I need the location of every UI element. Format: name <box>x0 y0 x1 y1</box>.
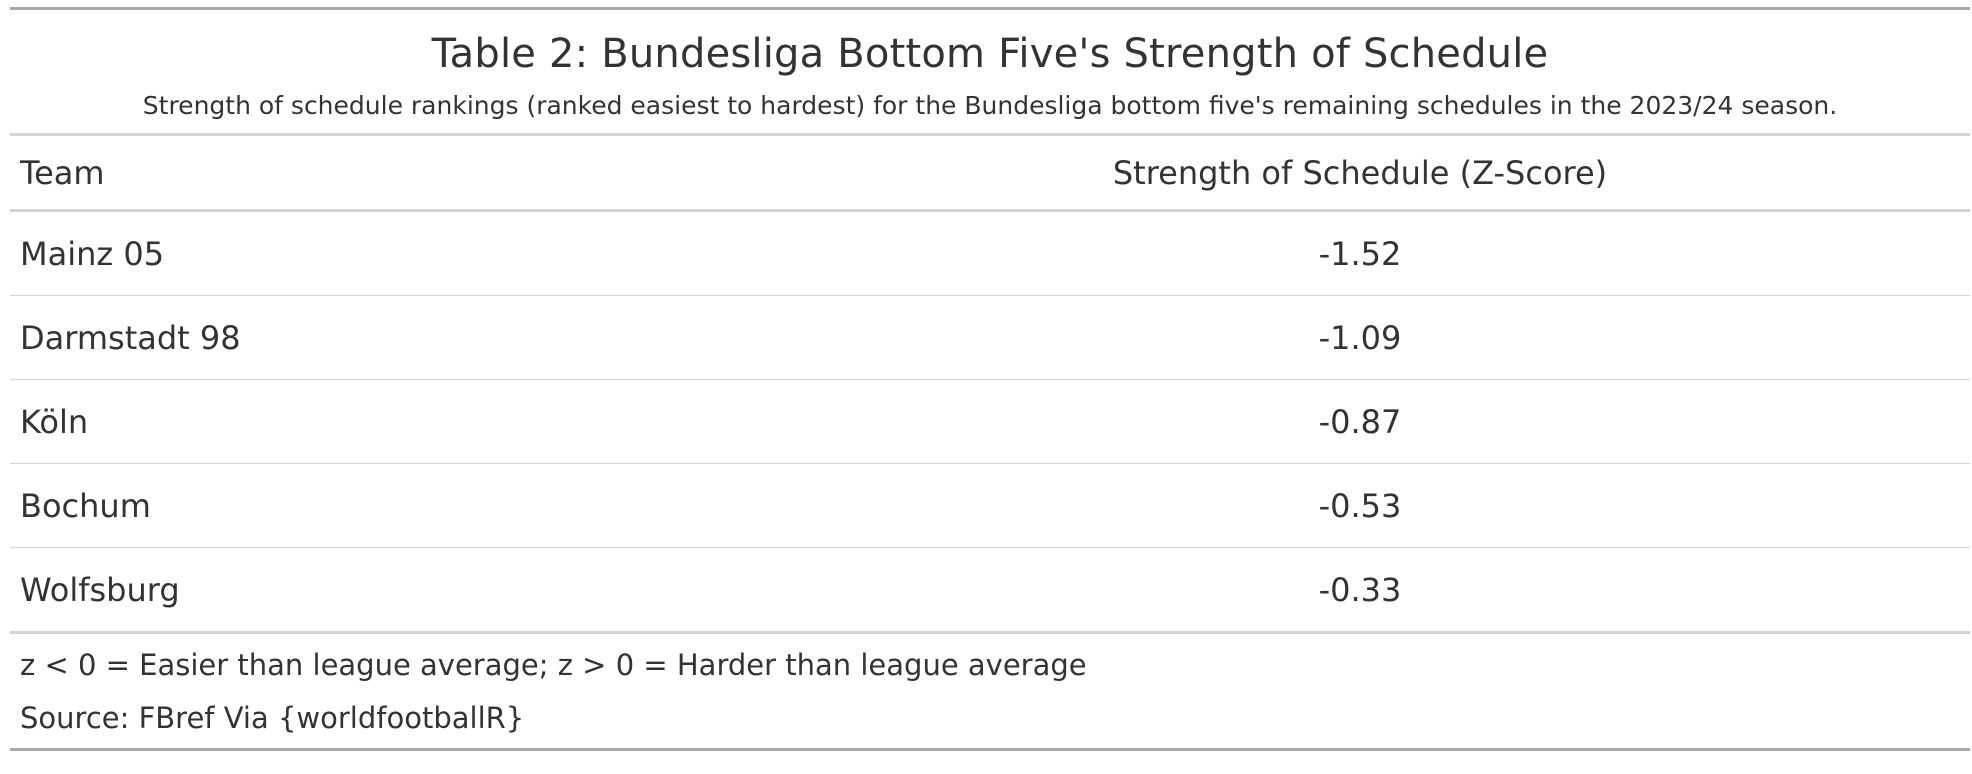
team-cell: Köln <box>10 379 750 464</box>
strength-of-schedule-table: Table 2: Bundesliga Bottom Five's Streng… <box>10 0 1970 751</box>
sos-value-cell: -0.33 <box>750 547 1970 634</box>
table-row: Mainz 05 -1.52 <box>10 210 1970 296</box>
column-header-team: Team <box>10 133 750 212</box>
table-title: Table 2: Bundesliga Bottom Five's Streng… <box>431 31 1549 77</box>
bottom-rule <box>10 748 1970 751</box>
table-header: Team Strength of Schedule (Z-Score) <box>10 133 1970 212</box>
table-notes: z < 0 = Easier than league average; z > … <box>10 638 1970 744</box>
header-row: Team Strength of Schedule (Z-Score) <box>10 133 1970 212</box>
table-row: Darmstadt 98 -1.09 <box>10 295 1970 380</box>
team-cell: Darmstadt 98 <box>10 295 750 380</box>
column-header-strength-of-schedule: Strength of Schedule (Z-Score) <box>750 133 1970 212</box>
table-subtitle: Strength of schedule rankings (ranked ea… <box>142 91 1838 120</box>
top-rule <box>10 7 1970 10</box>
source-note: Source: FBref Via {worldfootballR} <box>20 701 525 735</box>
sos-value-cell: -0.87 <box>750 379 1970 464</box>
team-cell: Bochum <box>10 463 750 548</box>
table-body: Mainz 05 -1.52 Darmstadt 98 -1.09 Köln -… <box>10 210 1970 634</box>
sos-value-cell: -0.53 <box>750 463 1970 548</box>
sos-value-cell: -1.09 <box>750 295 1970 380</box>
table-row: Bochum -0.53 <box>10 463 1970 548</box>
table-row: Wolfsburg -0.33 <box>10 547 1970 634</box>
sos-value-cell: -1.52 <box>750 210 1970 296</box>
team-cell: Wolfsburg <box>10 547 750 634</box>
data-table: Team Strength of Schedule (Z-Score) Main… <box>10 133 1970 634</box>
team-cell: Mainz 05 <box>10 210 750 296</box>
footnote: z < 0 = Easier than league average; z > … <box>20 648 1087 682</box>
table-row: Köln -0.87 <box>10 379 1970 464</box>
